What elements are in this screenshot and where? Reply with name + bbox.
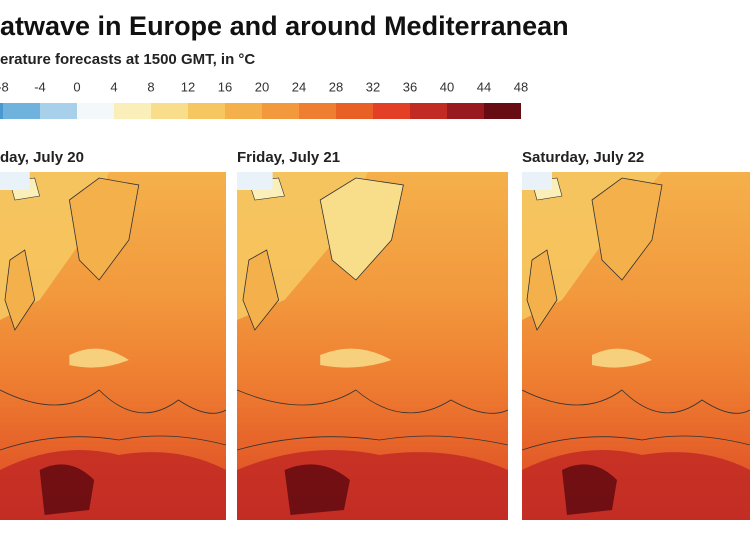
legend-swatch (114, 103, 151, 119)
britain (4, 249, 36, 331)
coastline (237, 389, 508, 414)
legend-swatch (262, 103, 299, 119)
legend-tick-label: 0 (73, 79, 80, 94)
title: atwave in Europe and around Mediterranea… (0, 11, 569, 41)
arctic (522, 172, 552, 190)
legend-swatch (336, 103, 373, 119)
legend-swatch (151, 103, 188, 119)
map (237, 172, 508, 520)
legend-swatch (447, 103, 484, 119)
coast-africa (522, 435, 750, 451)
legend-tick-label: 20 (255, 79, 269, 94)
legend-tick-label: -4 (34, 79, 46, 94)
sahara-extreme (562, 464, 617, 515)
scandinavia (68, 177, 140, 281)
legend-swatch (77, 103, 114, 119)
sahara-extreme (284, 464, 350, 515)
panels: day, July 20 Friday, July 21 Saturday, Jul… (0, 149, 750, 520)
legend-swatch (40, 103, 77, 119)
africa-hot (522, 450, 750, 520)
panel-label: day, July 20 (0, 149, 84, 166)
alps (320, 348, 392, 368)
panel-label: Friday, July 21 (237, 149, 340, 166)
legend-tick-label: 16 (218, 79, 232, 94)
legend-tick-label: 12 (181, 79, 195, 94)
scandinavia (319, 177, 404, 281)
legend-tick-label: 28 (329, 79, 343, 94)
legend-tick-label: 36 (403, 79, 417, 94)
legend-swatch (225, 103, 262, 119)
legend-swatch (299, 103, 336, 119)
legend-tick-label: 24 (292, 79, 306, 94)
legend-swatch (484, 103, 521, 119)
legend-swatch (410, 103, 447, 119)
coastline (522, 389, 750, 414)
sahara-extreme (39, 464, 95, 515)
britain (526, 249, 558, 331)
legend-tick-label: 48 (514, 79, 528, 94)
coast-africa (237, 435, 508, 451)
scandinavia (591, 177, 663, 281)
arctic (237, 172, 273, 190)
legend-swatch (3, 103, 40, 119)
arctic (0, 172, 30, 190)
britain (242, 249, 280, 331)
legend-tick-label: 32 (366, 79, 380, 94)
coastline (0, 389, 226, 414)
legend-tick-label: -8 (0, 79, 9, 94)
panel-label: Saturday, July 22 (522, 149, 644, 166)
legend-tick-label: 40 (440, 79, 454, 94)
legend-swatch (373, 103, 410, 119)
coast-africa (0, 435, 226, 451)
map (0, 172, 226, 520)
africa-hot (0, 450, 226, 520)
legend-tick-label: 4 (110, 79, 117, 94)
alps (69, 348, 129, 368)
africa-hot (237, 450, 508, 520)
legend-tick-label: 8 (147, 79, 154, 94)
alps (592, 348, 652, 368)
legend-tick-label: 44 (477, 79, 491, 94)
legend-swatch (0, 103, 3, 119)
map (522, 172, 750, 520)
subtitle: erature forecasts at 1500 GMT, in °C (0, 51, 255, 68)
legend-swatch (188, 103, 225, 119)
